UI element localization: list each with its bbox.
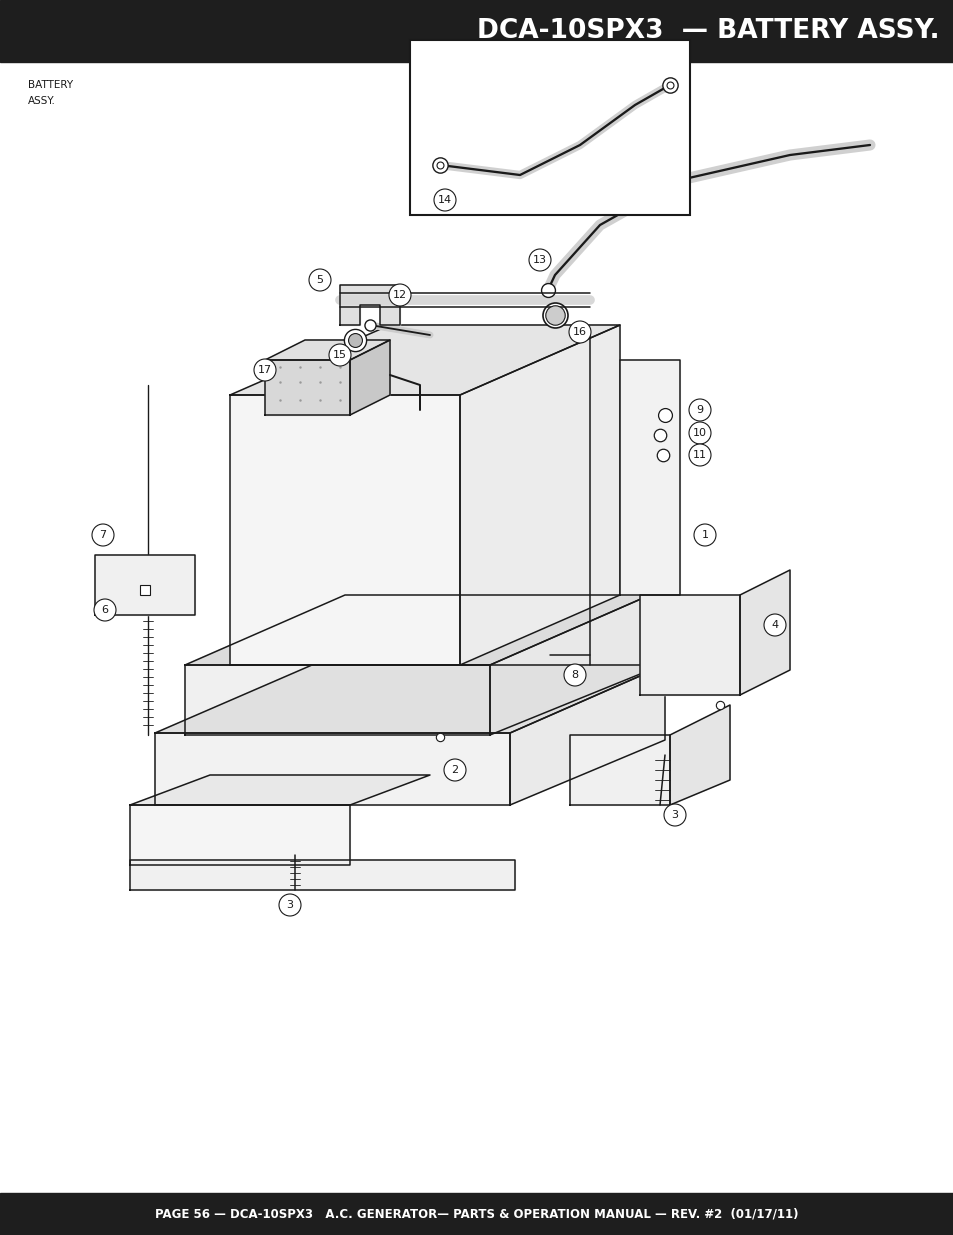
Circle shape bbox=[253, 359, 275, 382]
Circle shape bbox=[563, 664, 585, 685]
Polygon shape bbox=[639, 595, 740, 695]
Text: 6: 6 bbox=[101, 605, 109, 615]
Polygon shape bbox=[185, 595, 649, 664]
Circle shape bbox=[568, 321, 590, 343]
Text: 2: 2 bbox=[451, 764, 458, 776]
Text: 8: 8 bbox=[571, 671, 578, 680]
Polygon shape bbox=[130, 776, 430, 805]
Polygon shape bbox=[510, 664, 664, 805]
Circle shape bbox=[94, 599, 116, 621]
Text: DCA-10SPX3  — BATTERY ASSY.: DCA-10SPX3 — BATTERY ASSY. bbox=[476, 19, 939, 44]
Polygon shape bbox=[130, 805, 350, 864]
Text: 10: 10 bbox=[692, 429, 706, 438]
Circle shape bbox=[434, 189, 456, 211]
Polygon shape bbox=[95, 555, 194, 615]
Text: 13: 13 bbox=[533, 254, 546, 266]
Bar bbox=[410, 40, 689, 215]
Circle shape bbox=[688, 445, 710, 466]
Text: ASSY.: ASSY. bbox=[28, 96, 56, 106]
Text: 9: 9 bbox=[696, 405, 702, 415]
Polygon shape bbox=[130, 860, 515, 890]
Polygon shape bbox=[265, 359, 350, 415]
Polygon shape bbox=[230, 395, 459, 664]
Text: 12: 12 bbox=[393, 290, 407, 300]
Text: BATTERY: BATTERY bbox=[28, 80, 73, 90]
Bar bbox=[0, 1193, 953, 1235]
Circle shape bbox=[309, 269, 331, 291]
Polygon shape bbox=[350, 340, 390, 415]
Circle shape bbox=[278, 894, 301, 916]
Circle shape bbox=[529, 249, 551, 270]
Polygon shape bbox=[740, 571, 789, 695]
Circle shape bbox=[763, 614, 785, 636]
Polygon shape bbox=[154, 664, 664, 734]
Polygon shape bbox=[154, 734, 510, 805]
Bar bbox=[0, 0, 953, 62]
Text: 3: 3 bbox=[286, 900, 294, 910]
Text: PAGE 56 — DCA-10SPX3   A.C. GENERATOR— PARTS & OPERATION MANUAL — REV. #2  (01/1: PAGE 56 — DCA-10SPX3 A.C. GENERATOR— PAR… bbox=[155, 1208, 798, 1220]
Circle shape bbox=[389, 284, 411, 306]
Polygon shape bbox=[459, 325, 619, 664]
Circle shape bbox=[91, 524, 113, 546]
Polygon shape bbox=[230, 325, 619, 395]
Circle shape bbox=[329, 345, 351, 366]
Text: 15: 15 bbox=[333, 350, 347, 359]
Circle shape bbox=[663, 804, 685, 826]
Text: 14: 14 bbox=[437, 195, 452, 205]
Text: 5: 5 bbox=[316, 275, 323, 285]
Text: 3: 3 bbox=[671, 810, 678, 820]
Circle shape bbox=[443, 760, 465, 781]
Polygon shape bbox=[265, 340, 390, 359]
Polygon shape bbox=[669, 705, 729, 805]
Circle shape bbox=[693, 524, 716, 546]
Text: 16: 16 bbox=[573, 327, 586, 337]
Text: 4: 4 bbox=[771, 620, 778, 630]
Text: 1: 1 bbox=[700, 530, 708, 540]
Text: 11: 11 bbox=[692, 450, 706, 459]
Polygon shape bbox=[339, 285, 399, 325]
Polygon shape bbox=[490, 595, 649, 735]
Text: 7: 7 bbox=[99, 530, 107, 540]
Circle shape bbox=[688, 399, 710, 421]
Circle shape bbox=[688, 422, 710, 445]
Polygon shape bbox=[185, 664, 490, 735]
Polygon shape bbox=[569, 735, 669, 805]
Text: 17: 17 bbox=[257, 366, 272, 375]
Polygon shape bbox=[619, 359, 679, 595]
